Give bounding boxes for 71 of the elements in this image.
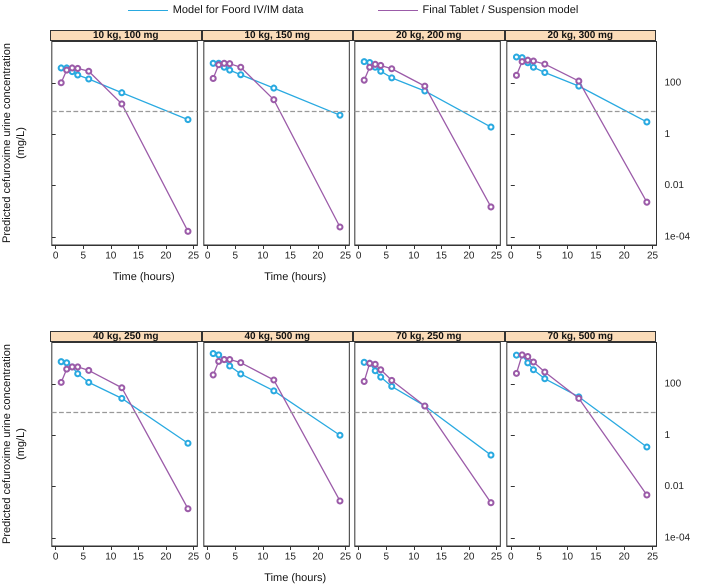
- legend-label: Model for Foord IV/IM data: [172, 4, 304, 16]
- x-tick-label: 20: [618, 250, 630, 262]
- x-axis-title: Time (hours): [112, 271, 176, 283]
- x-tick-label: 10: [561, 250, 573, 262]
- x-tick-label: 15: [132, 250, 144, 262]
- x-tick-label: 25: [646, 552, 658, 562]
- x-tick-label: 25: [339, 552, 351, 562]
- y-tick-label: 100: [664, 378, 682, 390]
- x-axis-title: Time (hours): [263, 271, 328, 283]
- x-tick-label: 5: [80, 552, 86, 562]
- chart-title: 20 kg, 200 mg: [353, 30, 504, 41]
- chart-title: 10 kg, 100 mg: [50, 30, 202, 41]
- x-tick-label: 20: [618, 552, 630, 562]
- y-tick-label: 0.01: [664, 481, 684, 492]
- x-tick-label: 10: [105, 250, 117, 262]
- x-tick-label: 10: [256, 250, 268, 262]
- x-tick-label: 25: [188, 250, 200, 262]
- x-tick-label: 0: [52, 552, 59, 562]
- x-tick-label: 15: [590, 250, 602, 262]
- x-tick-label: 25: [339, 250, 351, 262]
- x-tick-label: 15: [436, 250, 448, 262]
- x-tick-label: 15: [284, 552, 296, 562]
- chart-title: 40 kg, 250 mg: [50, 331, 202, 342]
- x-tick-label: 15: [284, 250, 296, 262]
- x-tick-label: 10: [561, 552, 573, 562]
- x-tick-label: 0: [356, 552, 362, 562]
- y-tick-label: 0.01: [664, 180, 684, 192]
- chart-title: 20 kg, 300 mg: [504, 30, 656, 41]
- chart-title: 70 kg, 250 mg: [353, 331, 504, 342]
- chart-title: 40 kg, 500 mg: [202, 331, 353, 342]
- chart-title: 70 kg, 500 mg: [504, 331, 656, 342]
- x-tick-label: 5: [80, 250, 86, 262]
- x-axis-title: Time (hours): [263, 572, 328, 584]
- legend-label: Final Tablet / Suspension model: [422, 4, 578, 16]
- y-tick-label: 1e-04: [664, 532, 690, 544]
- x-tick-label: 0: [508, 552, 514, 562]
- x-tick-label: 10: [105, 552, 117, 562]
- x-tick-label: 10: [256, 552, 268, 562]
- x-tick-label: 25: [490, 250, 502, 262]
- x-tick-label: 20: [463, 552, 475, 562]
- y-axis-title: Predicted cefuroxime urine concentration (mg/L): [0, 42, 28, 245]
- x-tick-label: 5: [536, 552, 542, 562]
- y-tick-label: 1e-04: [664, 232, 690, 243]
- x-tick-label: 0: [204, 250, 210, 262]
- x-tick-label: 0: [52, 250, 59, 262]
- y-tick-label: 1: [664, 430, 670, 441]
- y-tick-label: 100: [664, 77, 682, 88]
- x-tick-label: 10: [408, 552, 420, 562]
- x-tick-label: 5: [536, 250, 542, 262]
- x-tick-label: 20: [160, 250, 172, 262]
- x-tick-label: 15: [132, 552, 144, 562]
- x-tick-label: 20: [160, 552, 172, 562]
- x-tick-label: 15: [436, 552, 448, 562]
- x-tick-label: 5: [383, 552, 390, 562]
- x-tick-label: 20: [312, 552, 324, 562]
- x-tick-label: 25: [490, 552, 502, 562]
- x-tick-label: 10: [408, 250, 420, 262]
- x-tick-label: 0: [356, 250, 362, 262]
- x-tick-label: 5: [232, 552, 238, 562]
- y-tick-label: 1: [664, 128, 670, 140]
- chart-title: 10 kg, 150 mg: [202, 30, 353, 41]
- y-axis-title: Predicted cefuroxime urine concentration (mg/L): [0, 343, 28, 546]
- x-tick-label: 5: [232, 250, 238, 262]
- x-tick-label: 0: [508, 250, 514, 262]
- x-tick-label: 25: [646, 250, 658, 262]
- x-tick-label: 25: [188, 552, 200, 562]
- x-tick-label: 15: [590, 552, 602, 562]
- x-tick-label: 20: [312, 250, 324, 262]
- x-tick-label: 5: [383, 250, 390, 262]
- x-tick-label: 20: [463, 250, 475, 262]
- x-tick-label: 0: [204, 552, 210, 562]
